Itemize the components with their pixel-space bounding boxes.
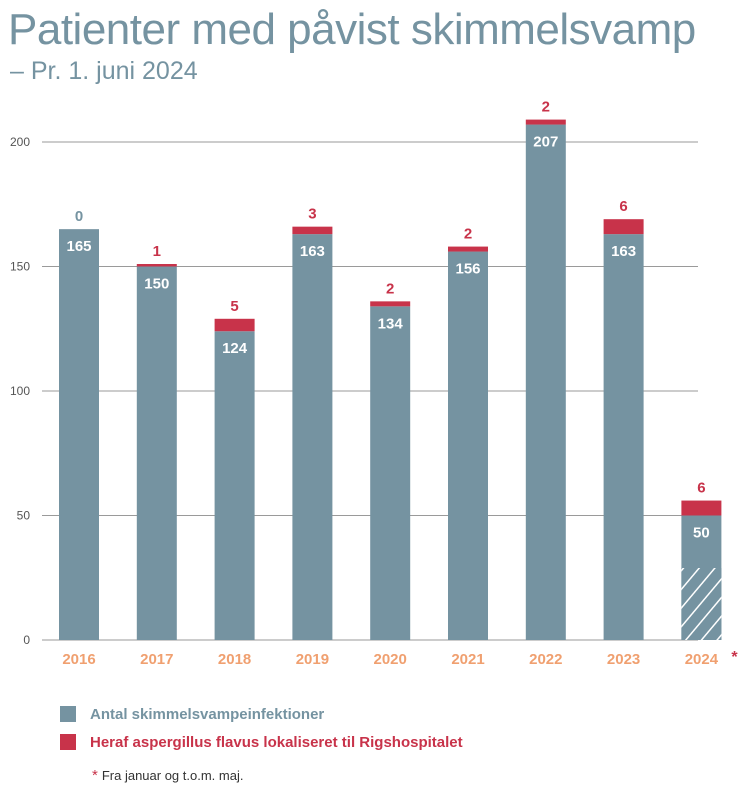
y-tick-label-150: 150 [10, 260, 30, 274]
y-tick-label-0: 0 [23, 633, 30, 647]
x-tick-label-2023: 2023 [607, 651, 640, 668]
value-label-base-2017: 150 [144, 276, 169, 293]
legend-label-highlight: Heraf aspergillus flavus lokaliseret til… [90, 734, 463, 751]
value-label-highlight-2021: 2 [464, 226, 472, 243]
value-label-base-2019: 163 [300, 243, 325, 260]
bar-base-2023 [603, 234, 644, 640]
bar-hatch-2024 [681, 568, 722, 640]
value-label-base-2018: 124 [222, 340, 248, 357]
bar-base-2017 [136, 266, 177, 640]
x-tick-label-2020: 2020 [374, 651, 407, 668]
bar-highlight-2024 [681, 500, 722, 516]
bar-base-2020 [370, 306, 411, 640]
legend-swatch-highlight [60, 734, 76, 750]
x-tick-label-2017: 2017 [140, 651, 173, 668]
bars-layer [59, 119, 722, 640]
stacked-bar-chart: 0 50 100 150 200 165 0 2016 150 1 2017 124 5 2018 163… [10, 99, 738, 668]
x-tick-marker-2024: * [731, 649, 738, 666]
chart-title: Patienter med påvist skimmelsvamp [8, 5, 696, 54]
bar-highlight-2018 [214, 318, 255, 332]
legend-label-base: Antal skimmelsvampeinfektioner [90, 706, 325, 723]
bar-base-2018 [214, 331, 255, 640]
value-label-highlight-2022: 2 [542, 99, 550, 116]
bar-base-2019 [292, 234, 333, 640]
bar-highlight-2021 [448, 246, 488, 252]
value-label-base-2022: 207 [533, 134, 558, 151]
value-label-base-2021: 156 [455, 261, 480, 278]
bar-highlight-2020 [370, 301, 411, 307]
value-label-base-2023: 163 [611, 243, 636, 260]
bar-base-2021 [448, 251, 488, 640]
bar-highlight-2019 [292, 226, 333, 235]
value-label-highlight-2018: 5 [230, 298, 238, 315]
bar-base-2016 [59, 229, 99, 640]
legend-item-highlight: Heraf aspergillus flavus lokaliseret til… [60, 734, 463, 751]
x-tick-label-2022: 2022 [529, 651, 562, 668]
bar-highlight-2017 [136, 264, 177, 267]
value-label-base-2024: 50 [693, 525, 710, 542]
labels-layer: 165 0 2016 150 1 2017 124 5 2018 163 3 2019 134 2 2020… [62, 99, 738, 668]
footnote: * Fra januar og t.o.m. maj. [92, 767, 243, 784]
bar-highlight-2022 [525, 119, 566, 125]
x-tick-label-2018: 2018 [218, 651, 251, 668]
value-label-highlight-2016: 0 [75, 208, 83, 225]
bar-base-2022 [525, 124, 566, 640]
y-tick-label-50: 50 [17, 509, 31, 523]
value-label-highlight-2019: 3 [308, 206, 316, 223]
chart-subtitle: – Pr. 1. juni 2024 [10, 57, 198, 85]
footnote-text: Fra januar og t.o.m. maj. [101, 768, 244, 783]
y-tick-label-100: 100 [10, 384, 30, 398]
x-tick-label-2019: 2019 [296, 651, 329, 668]
value-label-base-2020: 134 [378, 315, 404, 332]
x-tick-label-2016: 2016 [62, 651, 95, 668]
value-label-highlight-2024: 6 [697, 480, 705, 497]
value-label-highlight-2023: 6 [619, 198, 627, 215]
value-label-highlight-2020: 2 [386, 280, 394, 297]
footnote-marker: * [92, 767, 98, 784]
y-tick-label-200: 200 [10, 135, 30, 149]
bar-highlight-2023 [603, 219, 644, 235]
value-label-base-2016: 165 [66, 238, 91, 255]
x-tick-label-2021: 2021 [451, 651, 484, 668]
value-label-highlight-2017: 1 [153, 243, 161, 260]
x-tick-label-2024: 2024 [685, 651, 719, 668]
legend-item-base: Antal skimmelsvampeinfektioner [60, 706, 324, 723]
legend-swatch-base [60, 706, 76, 722]
